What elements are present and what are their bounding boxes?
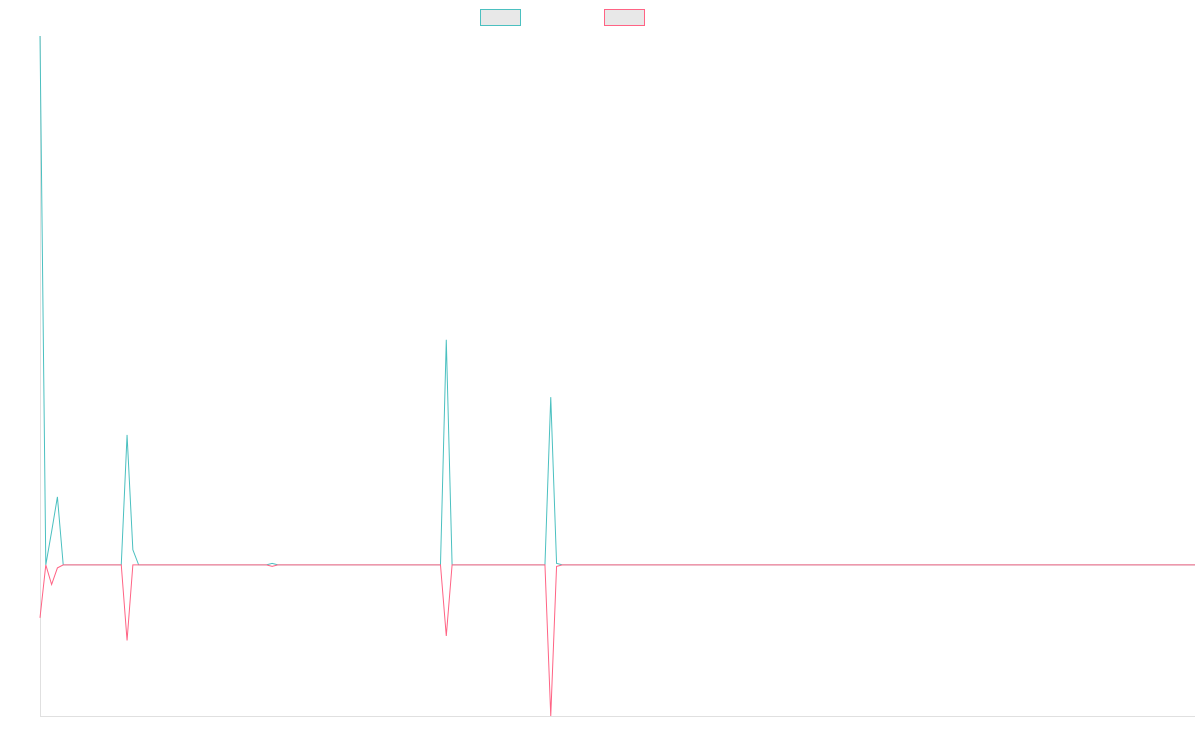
line-series bbox=[39, 35, 1195, 566]
legend-swatch[interactable] bbox=[480, 9, 521, 26]
legend-swatch[interactable] bbox=[604, 9, 645, 26]
line-series bbox=[39, 564, 1195, 717]
